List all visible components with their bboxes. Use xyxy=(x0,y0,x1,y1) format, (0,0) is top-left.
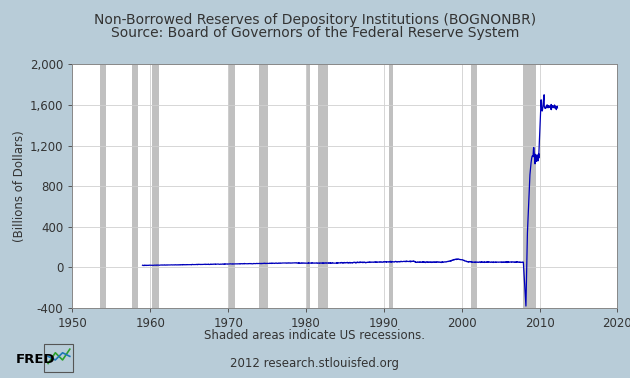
Text: Source: Board of Governors of the Federal Reserve System: Source: Board of Governors of the Federa… xyxy=(111,26,519,40)
Bar xyxy=(318,64,328,308)
Text: Shaded areas indicate US recessions.: Shaded areas indicate US recessions. xyxy=(205,329,425,342)
Text: FRED: FRED xyxy=(16,353,56,366)
Bar xyxy=(100,64,106,308)
Bar xyxy=(471,64,477,308)
Y-axis label: (Billions of Dollars): (Billions of Dollars) xyxy=(13,130,26,242)
Bar xyxy=(152,64,159,308)
Bar xyxy=(227,64,236,308)
Text: Non-Borrowed Reserves of Depository Institutions (BOGNONBR): Non-Borrowed Reserves of Depository Inst… xyxy=(94,13,536,27)
Text: 2012 research.stlouisfed.org: 2012 research.stlouisfed.org xyxy=(231,358,399,370)
Bar xyxy=(389,64,393,308)
Bar xyxy=(132,64,138,308)
Bar xyxy=(524,64,536,308)
Bar xyxy=(259,64,268,308)
Bar xyxy=(306,64,310,308)
